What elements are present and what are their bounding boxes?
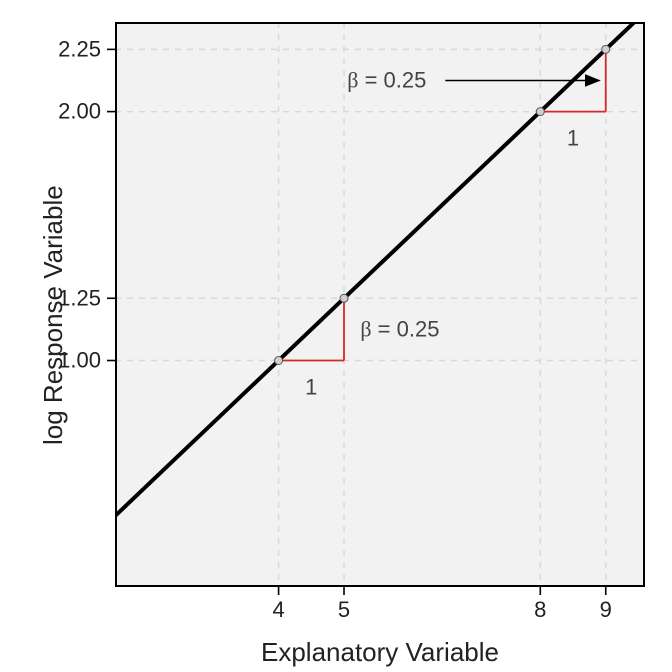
beta-label: β = 0.25 — [360, 316, 439, 341]
beta-label: β = 0.25 — [347, 67, 426, 92]
x-tick-label: 8 — [534, 597, 546, 622]
x-axis-title: Explanatory Variable — [115, 637, 645, 668]
run-label: 1 — [305, 374, 317, 399]
annotations: 1 β = 0.25 1 β = 0.25 — [305, 67, 599, 399]
x-tick-label: 5 — [338, 597, 350, 622]
plot-svg: 45891.001.252.002.251β = 0.251β = 0.25 — [0, 0, 672, 672]
plot-container: 45891.001.252.002.251β = 0.251β = 0.25 E… — [0, 0, 672, 672]
gridlines — [115, 22, 645, 587]
y-tick-label: 2.25 — [58, 36, 101, 61]
x-tick-label: 9 — [600, 597, 612, 622]
run-label: 1 — [567, 126, 579, 151]
y-axis-title: log Response Variable — [38, 185, 69, 445]
y-tick-label: 2.00 — [58, 99, 101, 124]
x-tick-label: 4 — [272, 597, 284, 622]
